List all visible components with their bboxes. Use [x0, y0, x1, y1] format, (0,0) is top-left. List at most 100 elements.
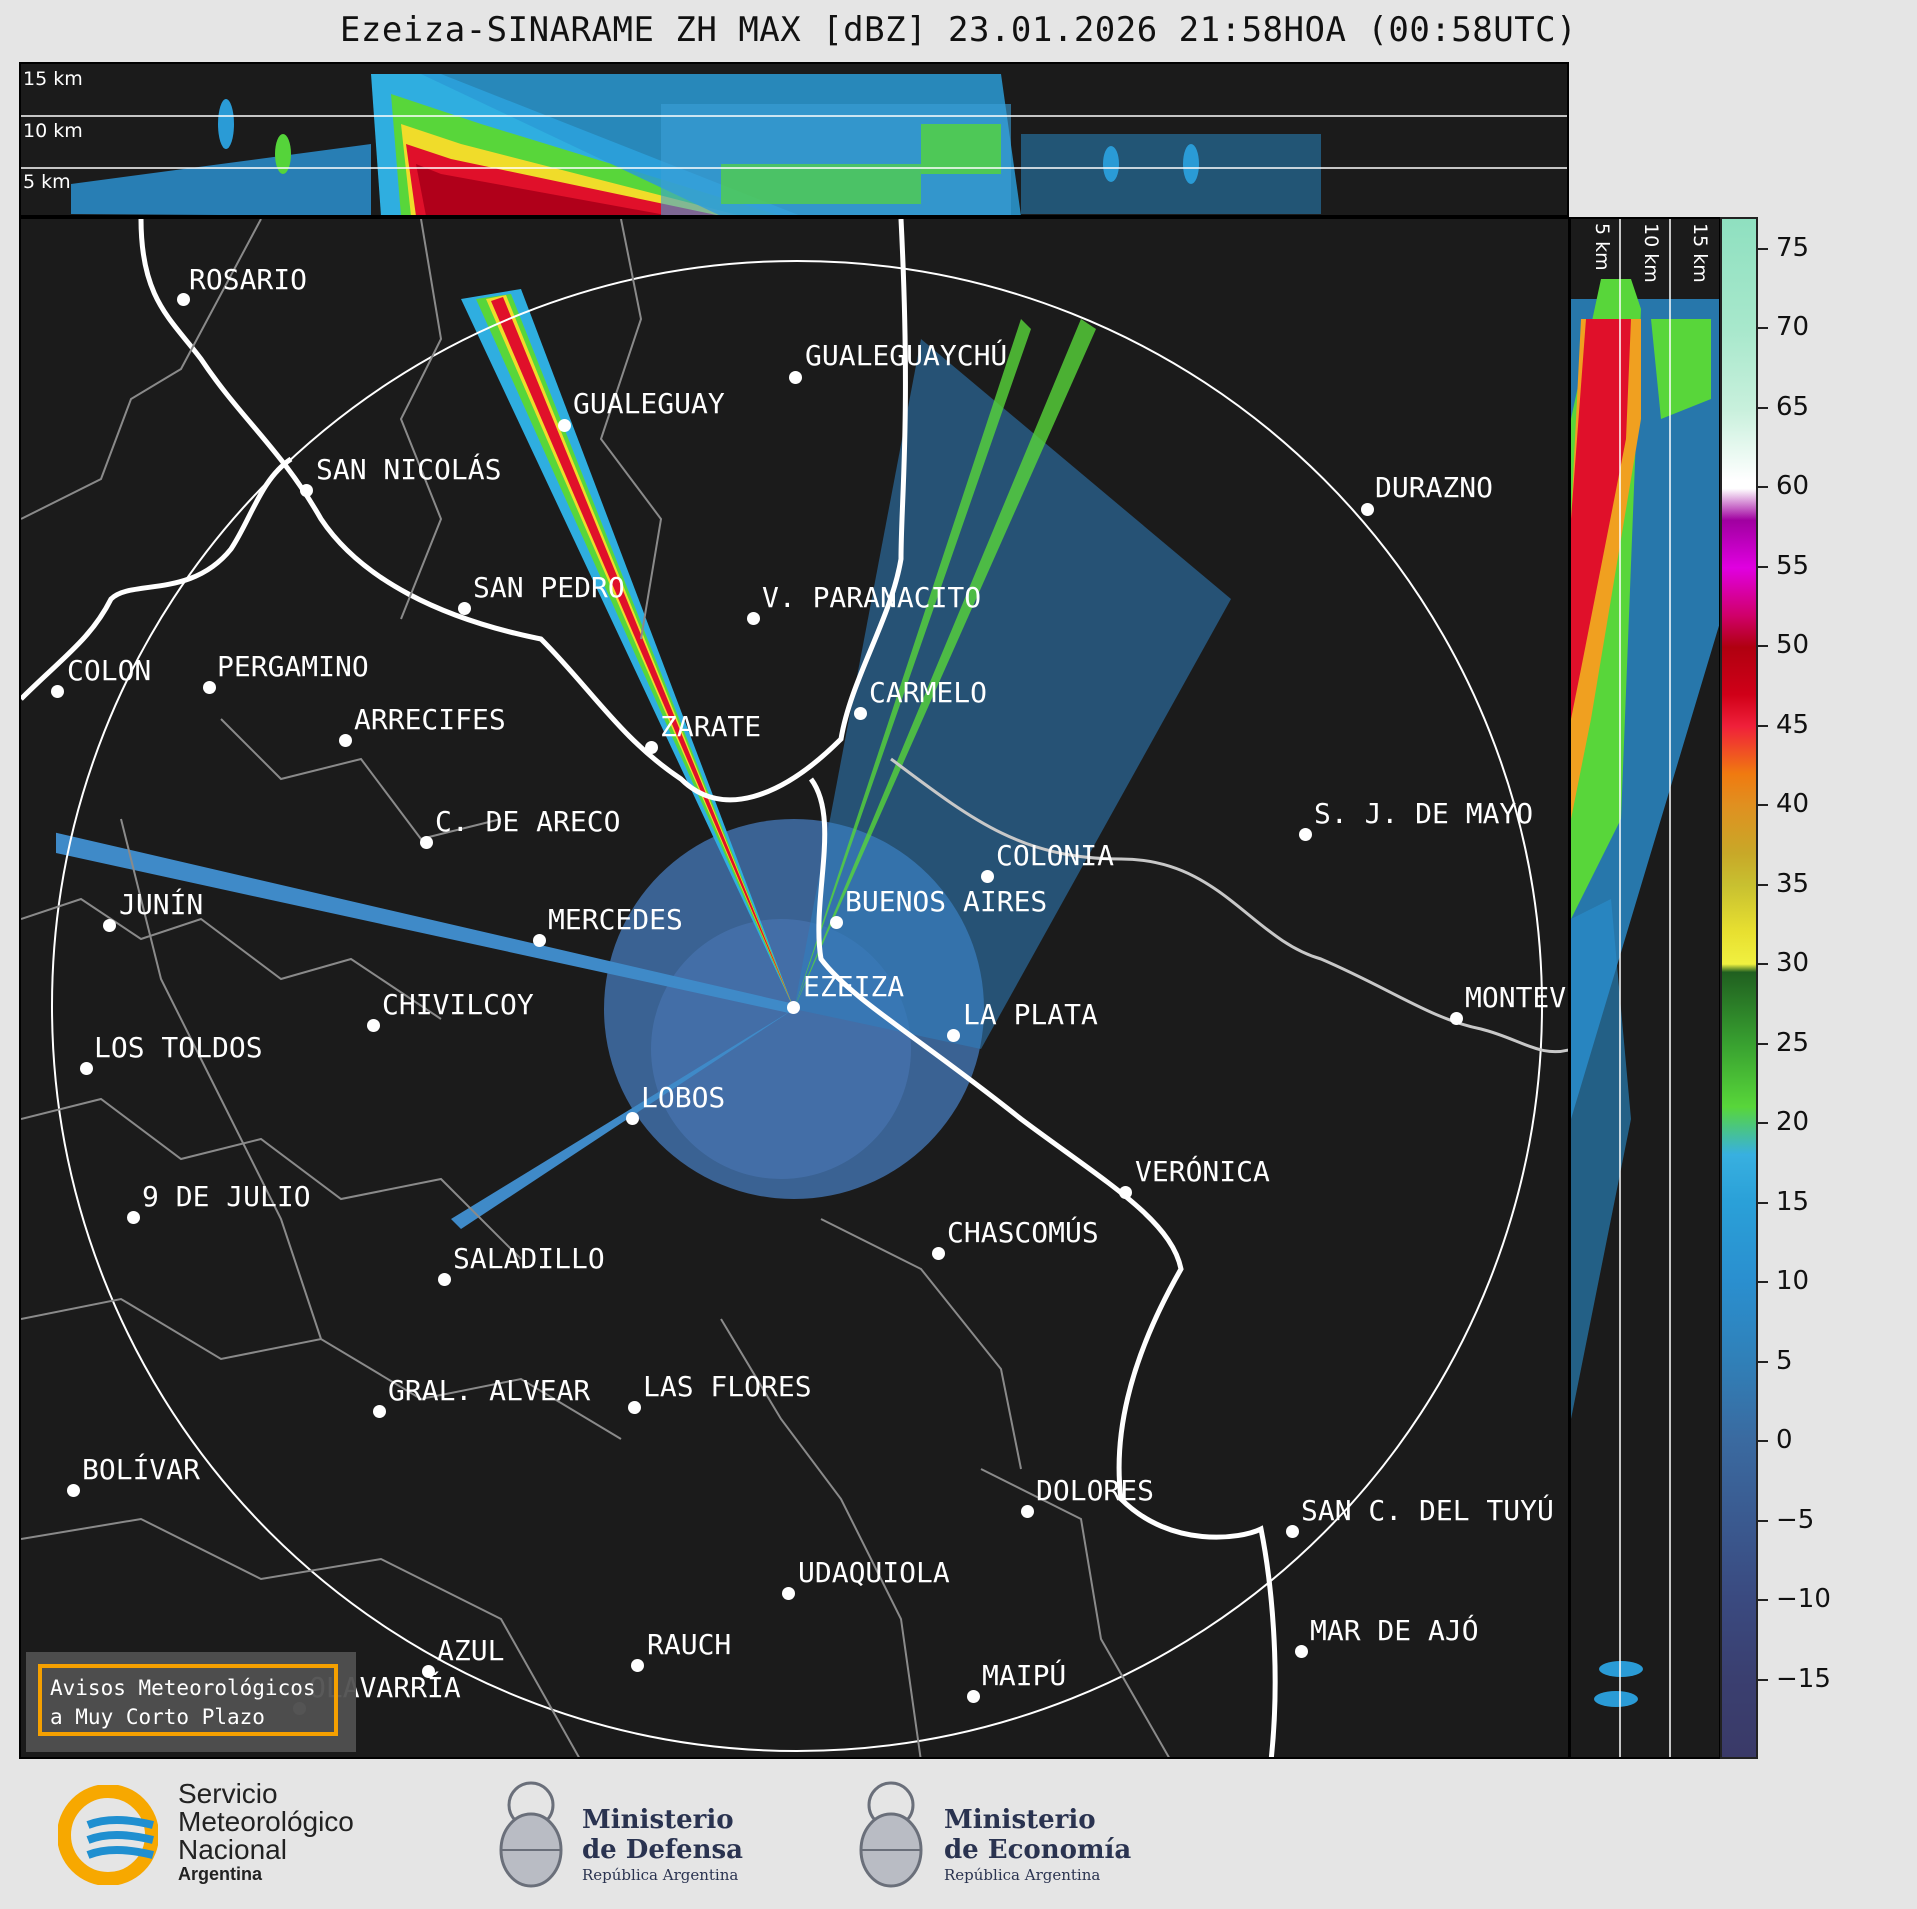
city-dot: [300, 484, 313, 497]
economia-line-3: República Argentina: [944, 1866, 1101, 1884]
colorbar-tick-label: 10: [1776, 1266, 1810, 1297]
city-label-mar-de-ajo: MAR DE AJÓ: [1310, 1614, 1479, 1647]
city-label-san-pedro: SAN PEDRO: [473, 571, 625, 604]
colorbar-tick: [1758, 1360, 1768, 1363]
colorbar-tick: [1758, 724, 1768, 727]
colorbar-tick: [1758, 1042, 1768, 1045]
side-label-10km: 10 km: [1640, 223, 1662, 283]
city-dot: [830, 916, 843, 929]
city-label-c-areco: C. DE ARECO: [435, 805, 621, 838]
city-dot: [782, 1587, 795, 1600]
colorbar-tick-label: 35: [1776, 868, 1810, 899]
warning-badge[interactable]: Avisos Meteorológicos a Muy Corto Plazo: [38, 1664, 338, 1736]
colorbar-tick: [1758, 1599, 1768, 1602]
city-dot: [789, 371, 802, 384]
city-label-colon: COLON: [67, 654, 152, 687]
smn-name: Servicio Meteorológico Nacional Argentin…: [178, 1780, 354, 1885]
colorbar-tick-label: 30: [1776, 948, 1810, 979]
city-dot: [1021, 1505, 1034, 1518]
radar-map-graphics: [21, 219, 1568, 1757]
defensa-line-2: de Defensa: [582, 1835, 743, 1865]
height-label-10km: 10 km: [23, 120, 83, 142]
city-label-dolores: DOLORES: [1036, 1474, 1155, 1507]
city-dot: [420, 836, 433, 849]
colorbar-tick-label: 40: [1776, 789, 1810, 820]
city-dot: [1286, 1525, 1299, 1538]
city-label-paranacito: V. PARANACITO: [762, 581, 982, 614]
colorbar-tick-label: −15: [1776, 1663, 1831, 1694]
colorbar-tick: [1758, 963, 1768, 966]
map-title: Ezeiza-SINARAME ZH MAX [dBZ] 23.01.2026 …: [339, 10, 1578, 50]
city-dot: [103, 919, 116, 932]
radar-map-panel[interactable]: ROSARIO GUALEGUAYCHÚ GUALEGUAY SAN NICOL…: [19, 217, 1570, 1759]
height-label-15km: 15 km: [23, 68, 83, 90]
city-dot: [558, 419, 571, 432]
colorbar-tick: [1758, 565, 1768, 568]
city-label-junin: JUNÍN: [119, 888, 204, 921]
city-dot: [981, 870, 994, 883]
side-label-15km: 15 km: [1689, 223, 1711, 283]
economia-name: Ministerio de Economía República Argenti…: [944, 1805, 1131, 1885]
city-dot: [947, 1029, 960, 1042]
city-dot: [1119, 1186, 1132, 1199]
city-dot: [367, 1019, 380, 1032]
city-label-chivilcoy: CHIVILCOY: [382, 988, 534, 1021]
colorbar-tick-label: 60: [1776, 471, 1810, 502]
city-dot: [373, 1405, 386, 1418]
city-label-rauch: RAUCH: [647, 1628, 732, 1661]
city-label-ezeiza: EZEIZA: [803, 970, 905, 1003]
city-label-gualeguay: GUALEGUAY: [573, 387, 725, 420]
city-dot: [51, 685, 64, 698]
economia-line-1: Ministerio: [944, 1805, 1096, 1835]
colorbar-tick-label: 75: [1776, 232, 1810, 263]
city-dot: [177, 293, 190, 306]
side-cross-section-panel: 5 km 10 km 15 km: [1569, 217, 1721, 1759]
warning-line-2: a Muy Corto Plazo: [50, 1705, 265, 1729]
colorbar-tick: [1758, 645, 1768, 648]
radar-site-dot: [787, 1001, 800, 1014]
city-dot: [127, 1211, 140, 1224]
city-dot: [631, 1659, 644, 1672]
city-dot: [422, 1665, 435, 1678]
height-label-5km: 5 km: [23, 171, 71, 193]
city-label-saladillo: SALADILLO: [453, 1242, 605, 1275]
city-dot: [967, 1690, 980, 1703]
city-label-la-plata: LA PLATA: [963, 998, 1098, 1031]
city-dot: [67, 1484, 80, 1497]
city-label-maipu: MAIPÚ: [982, 1659, 1067, 1692]
city-label-lobos: LOBOS: [641, 1081, 726, 1114]
colorbar-tick: [1758, 1201, 1768, 1204]
smn-line-2: Meteorológico: [178, 1806, 354, 1837]
colorbar-tick: [1758, 883, 1768, 886]
colorbar-tick-label: 15: [1776, 1186, 1810, 1217]
colorbar-tick-label: −10: [1776, 1584, 1831, 1615]
colorbar-tick: [1758, 1122, 1768, 1125]
colorbar-tick-label: −5: [1776, 1504, 1815, 1535]
city-label-zarate: ZARATE: [660, 710, 762, 743]
city-label-los-toldos: LOS TOLDOS: [94, 1031, 263, 1064]
dbz-colorbar: [1720, 217, 1758, 1759]
colorbar-tick-label: 70: [1776, 312, 1810, 343]
city-dot: [932, 1247, 945, 1260]
city-label-colonia: COLONIA: [996, 839, 1115, 872]
top-cross-section-panel: 15 km 10 km 5 km: [19, 62, 1569, 217]
defensa-line-3: República Argentina: [582, 1866, 739, 1884]
city-label-gualeguaychu: GUALEGUAYCHÚ: [805, 339, 1008, 372]
smn-logo-icon: [58, 1785, 158, 1885]
city-dot: [533, 934, 546, 947]
city-label-azul: AZUL: [437, 1634, 505, 1667]
warning-line-1: Avisos Meteorológicos: [50, 1676, 316, 1700]
city-label-sj-mayo: S. J. DE MAYO: [1314, 797, 1534, 830]
city-label-9-de-julio: 9 DE JULIO: [142, 1180, 311, 1213]
city-label-chascomus: CHASCOMÚS: [947, 1216, 1099, 1249]
colorbar-tick: [1758, 1519, 1768, 1522]
city-label-rosario: ROSARIO: [189, 263, 308, 296]
city-label-veronica: VERÓNICA: [1135, 1155, 1270, 1188]
colorbar-tick: [1758, 1440, 1768, 1443]
city-label-montevideo: MONTEV: [1465, 981, 1567, 1014]
colorbar-tick-label: 0: [1776, 1425, 1793, 1456]
colorbar-tick-label: 20: [1776, 1107, 1810, 1138]
city-dot: [628, 1401, 641, 1414]
city-label-durazno: DURAZNO: [1375, 471, 1494, 504]
smn-line-4: Argentina: [178, 1864, 263, 1884]
